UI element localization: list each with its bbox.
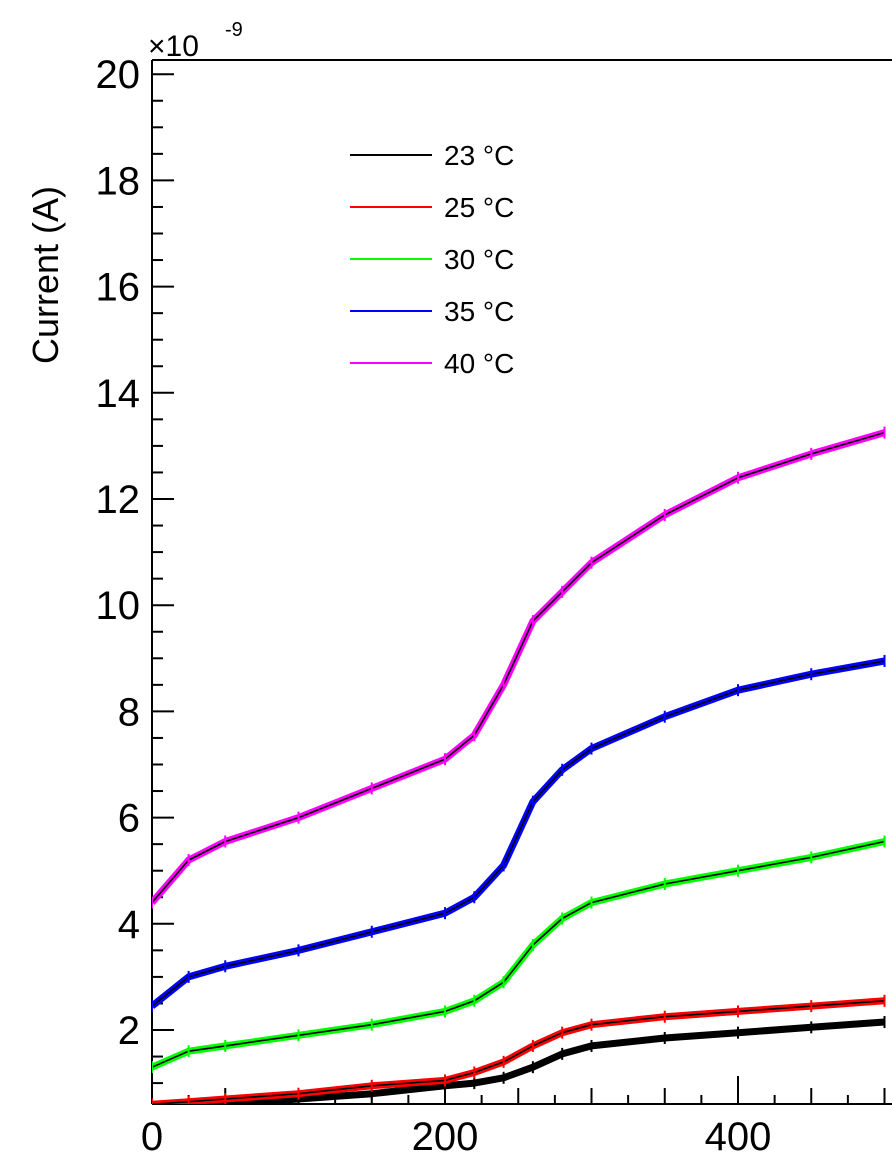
y-tick-label: 6 — [118, 797, 140, 841]
y-multiplier-exponent: -9 — [225, 19, 243, 41]
x-tick-label: 200 — [412, 1115, 479, 1158]
y-tick-label: 20 — [96, 53, 141, 97]
y-multiplier-base: ×10 — [148, 30, 199, 63]
legend-label: 25 °C — [444, 192, 514, 223]
x-tick-label: 0 — [141, 1115, 163, 1158]
y-tick-label: 4 — [118, 903, 140, 947]
y-multiplier-label: ×10 -9 — [148, 19, 243, 63]
legend-label: 30 °C — [444, 244, 514, 275]
series-body — [152, 427, 885, 1116]
x-tick-label: 400 — [705, 1115, 772, 1158]
y-tick-label: 8 — [118, 690, 140, 734]
y-tick-label: 18 — [96, 159, 141, 203]
legend-label: 40 °C — [444, 348, 514, 379]
legend: 23 °C 25 °C 30 °C 35 °C 40 °C — [350, 140, 514, 379]
y-ticks: 2 4 6 8 10 12 14 16 18 20 — [96, 53, 175, 1083]
legend-label: 23 °C — [444, 140, 514, 171]
series-group — [152, 427, 885, 1116]
y-tick-label: 16 — [96, 266, 141, 310]
x-ticks: 0 200 400 — [141, 1076, 885, 1158]
y-tick-label: 10 — [96, 584, 141, 628]
legend-label: 35 °C — [444, 296, 514, 327]
y-axis-title: Current (A) — [25, 186, 66, 364]
y-tick-label: 2 — [118, 1009, 140, 1053]
series-line-3 — [152, 661, 885, 1006]
plot-frame — [152, 60, 892, 1104]
y-tick-label: 14 — [96, 372, 141, 416]
y-tick-label: 12 — [96, 478, 141, 522]
